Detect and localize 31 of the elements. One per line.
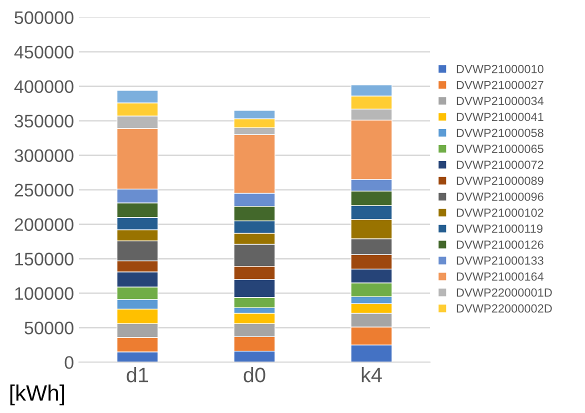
legend-label: DVWP21000010 [456,64,544,74]
x-tick-label: k4 [362,367,382,382]
y-tick-label: 200000 [14,218,74,231]
legend-label: DVWP21000119 [456,224,542,233]
y-tick-label: 0 [64,356,74,369]
legend-label: DVWP21000089 [456,176,544,185]
legend-label: DVWP21000034 [456,96,544,106]
y-tick-label: 450000 [14,46,74,59]
y-tick-label: 100000 [15,287,74,300]
legend-label: DVWP21000164 [456,272,544,281]
legend-label: DVWP21000027 [456,80,544,90]
legend-label: DVWP21000065 [456,144,544,154]
y-tick-label: 300000 [14,149,74,162]
y-tick-label: 400000 [14,80,74,94]
x-tick-label: d1 [126,367,148,382]
y-tick-label: 350000 [14,114,74,128]
legend-label: DVWP22000002D [456,304,552,313]
x-tick-label: d0 [244,367,266,382]
legend-label: DVWP22000001D [456,288,552,297]
legend-label: DVWP21000072 [456,160,544,169]
y-tick-label: 250000 [14,184,74,196]
legend-label: DVWP21000102 [456,208,544,217]
legend-label: DVWP21000096 [456,192,544,201]
y-tick-label: 500000 [14,11,74,24]
y-tick-label: 50000 [24,322,74,334]
legend-label: DVWP21000041 [456,112,544,122]
legend-label: DVWP21000058 [456,128,544,138]
y-tick-label: 150000 [15,252,74,266]
legend-label: DVWP21000133 [456,256,544,265]
legend-label: DVWP21000126 [456,240,544,249]
y-axis-title: [kWh] [10,384,64,406]
